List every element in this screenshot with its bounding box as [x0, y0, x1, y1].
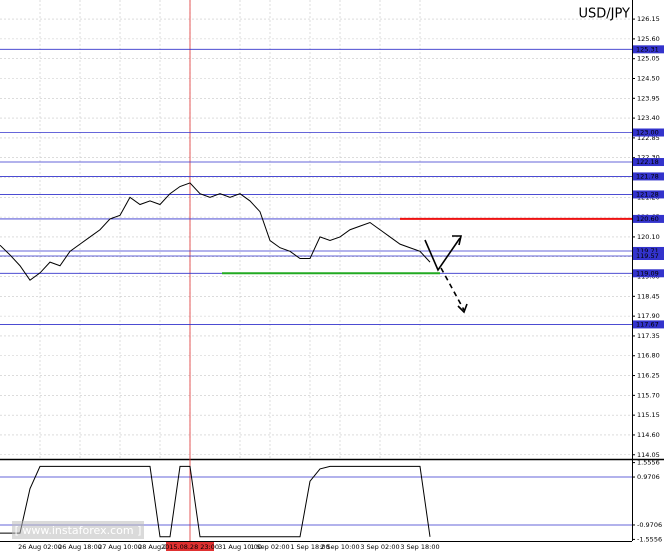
level-label: 117.67 [636, 320, 659, 328]
y-tick-label: -1.5556 [637, 535, 662, 543]
level-label: 121.28 [636, 190, 659, 198]
chart-title: USD/JPY [579, 7, 631, 22]
y-tick-label: 116.25 [637, 372, 660, 380]
watermark: [ www.instaforex.com ] [15, 524, 142, 537]
y-tick-label: 123.95 [637, 94, 660, 102]
x-tick-label: 27 Aug 10:00 [98, 543, 142, 551]
x-tick-label: 2015.08.28 23:00 [161, 543, 219, 551]
watermark-box [12, 521, 144, 539]
x-tick-label: 3 Sep 02:00 [360, 543, 399, 551]
level-label: 119.09 [636, 269, 659, 277]
y-tick-label: 115.70 [637, 391, 660, 399]
x-tick-label: 1 Sep 18:00 [290, 543, 329, 551]
price-line [0, 182, 431, 281]
y-tick-label: 123.40 [637, 114, 660, 122]
x-tick-label: 2 Sep 10:00 [320, 543, 359, 551]
level-label-bg [633, 214, 664, 223]
y-tick-label: 118.45 [637, 292, 660, 300]
y-tick-label: 0.9706 [637, 473, 660, 481]
level-label-bg [633, 320, 664, 329]
y-tick-label: 120.10 [637, 233, 660, 241]
y-tick-label: 114.05 [637, 451, 660, 459]
level-label-bg [633, 252, 664, 261]
y-tick-label: 126.15 [637, 15, 660, 23]
level-label-bg [633, 128, 664, 137]
y-tick-label: 115.15 [637, 411, 660, 419]
y-tick-label: 114.60 [637, 431, 660, 439]
y-tick-label: 125.05 [637, 55, 660, 63]
y-tick-label: 1.5556 [637, 459, 660, 467]
price-line [0, 465, 431, 538]
level-label: 121.78 [636, 172, 659, 180]
level-label-bg [633, 246, 664, 255]
arrow-up [424, 237, 461, 272]
level-label: 125.31 [636, 45, 659, 53]
x-tick-label: 26 Aug 02:00 [18, 543, 62, 551]
level-label: 119.57 [636, 252, 659, 260]
level-label: 119.71 [636, 247, 659, 255]
forecast-arrows [424, 235, 468, 314]
arrow-head [457, 303, 468, 314]
level-label-bg [633, 172, 664, 181]
y-tick-label: 122.85 [637, 134, 660, 142]
level-label: 123.00 [636, 129, 659, 137]
level-label-bg [633, 190, 664, 199]
y-tick-label: 125.60 [637, 35, 660, 43]
y-tick-label: 117.35 [637, 332, 660, 340]
x-tick-label: 31 Aug 10:00 [218, 543, 262, 551]
x-tick-label: 26 Aug 18:00 [58, 543, 102, 551]
level-label-bg [633, 158, 664, 167]
x-tick-label: 3 Sep 18:00 [400, 543, 439, 551]
y-tick-label: 117.90 [637, 312, 660, 320]
x-label-highlight [166, 542, 214, 551]
level-label: 120.60 [636, 215, 659, 223]
y-tick-label: 116.80 [637, 352, 660, 360]
y-tick-label: 124.50 [637, 74, 660, 82]
level-label: 122.18 [636, 158, 659, 166]
arrow-head [452, 235, 462, 246]
x-tick-label: 1 Sep 02:00 [250, 543, 289, 551]
arrow-down [440, 267, 465, 311]
x-tick-label: 28 Aug 02:00 [138, 543, 182, 551]
level-label-bg [633, 269, 664, 278]
level-label-bg [633, 45, 664, 54]
y-tick-label: 122.30 [637, 154, 660, 162]
y-tick-label: -0.9706 [637, 521, 662, 529]
